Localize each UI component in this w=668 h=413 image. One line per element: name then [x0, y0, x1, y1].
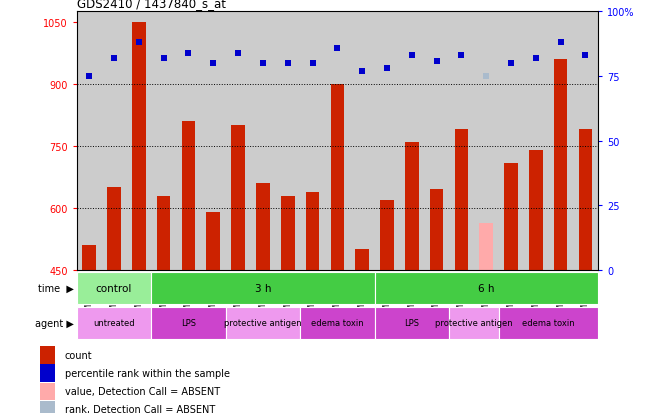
Bar [40, 382, 55, 400]
Point [580, 53, 591, 59]
Text: value, Detection Call = ABSENT: value, Detection Call = ABSENT [65, 386, 220, 396]
Point [208, 61, 218, 67]
Bar [151, 307, 226, 339]
Text: LPS: LPS [181, 319, 196, 328]
Bar [77, 307, 151, 339]
Text: GDS2410 / 1437840_s_at: GDS2410 / 1437840_s_at [77, 0, 226, 10]
Text: untreated: untreated [94, 319, 135, 328]
Bar [182, 122, 195, 271]
Bar [82, 246, 96, 271]
Point [506, 61, 516, 67]
Bar [281, 196, 295, 271]
Bar [300, 307, 375, 339]
Text: control: control [96, 283, 132, 293]
Bar [107, 188, 121, 271]
Bar [355, 250, 369, 271]
Bar [449, 307, 498, 339]
Point [232, 50, 243, 57]
Point [283, 61, 293, 67]
Bar [480, 223, 493, 271]
Bar [306, 192, 319, 271]
Text: percentile rank within the sample: percentile rank within the sample [65, 368, 230, 378]
Point [258, 61, 269, 67]
Point [183, 50, 194, 57]
Bar [40, 401, 55, 413]
Bar [231, 126, 245, 271]
Text: rank, Detection Call = ABSENT: rank, Detection Call = ABSENT [65, 404, 215, 413]
Text: 3 h: 3 h [255, 283, 271, 293]
Point [134, 40, 144, 47]
Text: time  ▶: time ▶ [37, 283, 73, 293]
Point [332, 45, 343, 52]
Point [307, 61, 318, 67]
Bar [504, 163, 518, 271]
Point [456, 53, 467, 59]
Bar [405, 142, 419, 271]
Bar [454, 130, 468, 271]
Text: protective antigen: protective antigen [224, 319, 302, 328]
Bar [578, 130, 593, 271]
Point [357, 69, 367, 75]
Bar [40, 347, 55, 364]
Point [84, 74, 95, 80]
Point [481, 74, 492, 80]
Text: agent ▶: agent ▶ [35, 318, 73, 328]
Bar [498, 307, 598, 339]
Point [109, 56, 120, 62]
Bar [77, 272, 151, 304]
Bar [375, 272, 598, 304]
Text: 6 h: 6 h [478, 283, 494, 293]
Point [158, 56, 169, 62]
Point [530, 56, 541, 62]
Bar [375, 307, 449, 339]
Point [432, 58, 442, 65]
Text: protective antigen: protective antigen [435, 319, 512, 328]
Bar [256, 184, 270, 271]
Text: LPS: LPS [404, 319, 420, 328]
Bar [206, 213, 220, 271]
Point [406, 53, 417, 59]
Bar [226, 307, 300, 339]
Bar [157, 196, 170, 271]
Bar [331, 85, 344, 271]
Bar [430, 190, 444, 271]
Text: count: count [65, 350, 92, 360]
Point [381, 66, 392, 73]
Point [555, 40, 566, 47]
Text: edema toxin: edema toxin [522, 319, 574, 328]
Bar [132, 23, 146, 271]
Bar [529, 151, 542, 271]
Bar [380, 200, 393, 271]
Bar [151, 272, 375, 304]
Bar [40, 365, 55, 382]
Bar [554, 60, 568, 271]
Text: edema toxin: edema toxin [311, 319, 363, 328]
